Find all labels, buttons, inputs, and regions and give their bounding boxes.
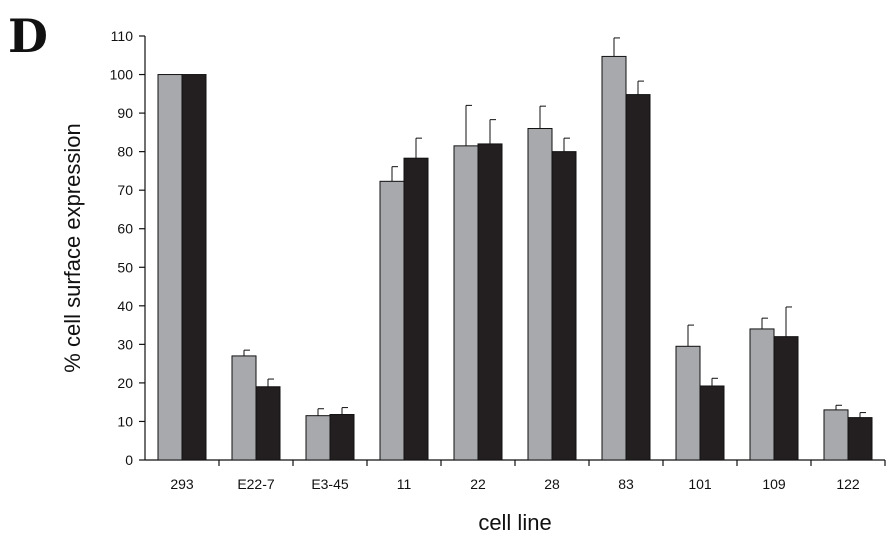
- y-tick-label: 90: [117, 105, 133, 121]
- y-tick-label: 110: [111, 28, 134, 44]
- y-axis: 0 10 20 30 40 50 60 70 80 90 100 110: [110, 28, 146, 468]
- bar: [847, 417, 873, 461]
- y-tick-label: 40: [117, 298, 133, 314]
- bar: [823, 409, 849, 461]
- y-tick-label: 60: [117, 221, 133, 237]
- x-axis: 293 E22-7 E3-45 11 22 28 83 101 109 122: [145, 459, 886, 492]
- x-tick-label: 22: [470, 476, 486, 492]
- bar: [329, 414, 355, 461]
- bar: [699, 385, 725, 461]
- x-tick-label: 28: [544, 476, 560, 492]
- y-tick-label: 10: [117, 413, 133, 429]
- bar: [181, 74, 207, 461]
- panel-label: D: [8, 9, 48, 63]
- x-tick-label: 83: [618, 476, 634, 492]
- bar: [403, 157, 429, 461]
- error-bars: [243, 37, 866, 418]
- x-tick-label: 122: [836, 476, 860, 492]
- x-tick-label: E3-45: [311, 476, 349, 492]
- y-tick-label: 80: [117, 144, 133, 160]
- bar: [749, 328, 775, 461]
- y-tick-label: 30: [117, 336, 133, 352]
- x-tick-label: 11: [397, 476, 412, 492]
- bar: [305, 415, 331, 461]
- x-axis-title: cell line: [478, 510, 551, 535]
- bar: [255, 386, 281, 461]
- y-tick-label: 20: [117, 375, 133, 391]
- x-tick-label: 109: [762, 476, 786, 492]
- y-tick-label: 0: [125, 452, 133, 468]
- y-axis-title: % cell surface expression: [60, 123, 85, 372]
- x-tick-label: 101: [688, 476, 712, 492]
- bar: [379, 180, 405, 461]
- x-tick-label: E22-7: [237, 476, 275, 492]
- y-tick-label: 70: [117, 182, 133, 198]
- bar: [527, 128, 553, 461]
- y-tick-label: 50: [117, 259, 133, 275]
- bar: [675, 345, 701, 461]
- x-tick-label: 293: [170, 476, 194, 492]
- y-tick-label: 100: [110, 67, 134, 83]
- bar: [477, 143, 503, 461]
- bar: [157, 74, 183, 461]
- bars: [157, 55, 873, 461]
- bar: [231, 355, 257, 461]
- bar: [601, 55, 627, 461]
- bar: [551, 151, 577, 461]
- bar: [453, 145, 479, 461]
- bar: [625, 94, 651, 461]
- bar: [773, 336, 799, 461]
